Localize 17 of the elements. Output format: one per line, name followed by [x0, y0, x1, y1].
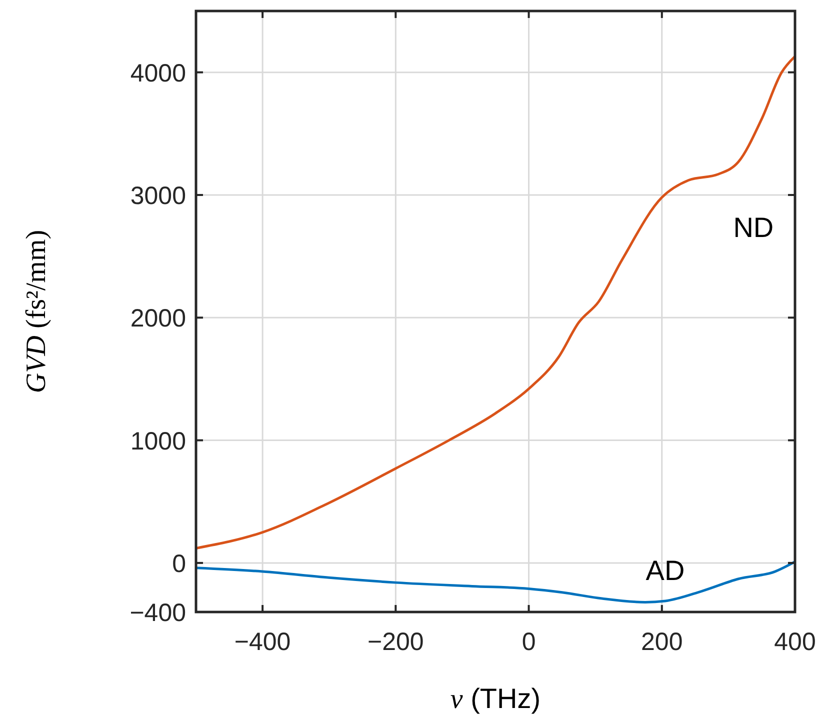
y-tick-label: −400 — [130, 599, 186, 627]
x-tick-label: −400 — [234, 628, 291, 656]
y-tick-label: 0 — [172, 550, 186, 578]
x-tick-label: 200 — [641, 628, 683, 656]
y-tick-label: 4000 — [130, 59, 186, 88]
x-tick-label: 400 — [774, 628, 816, 656]
line-series — [196, 560, 795, 604]
y-axis-title: GVD (fs²/mm) — [21, 230, 52, 394]
x-tick-label: 0 — [522, 628, 536, 656]
x-tick-label: −200 — [368, 628, 424, 656]
series-label: ND — [733, 212, 774, 243]
x-axis-title: ν (THz) — [450, 683, 541, 715]
series-label: AD — [646, 555, 685, 586]
y-tick-label: 1000 — [130, 427, 186, 456]
y-tick-label: 2000 — [130, 304, 186, 333]
line-series — [196, 55, 795, 550]
y-tick-label: 3000 — [130, 182, 186, 210]
